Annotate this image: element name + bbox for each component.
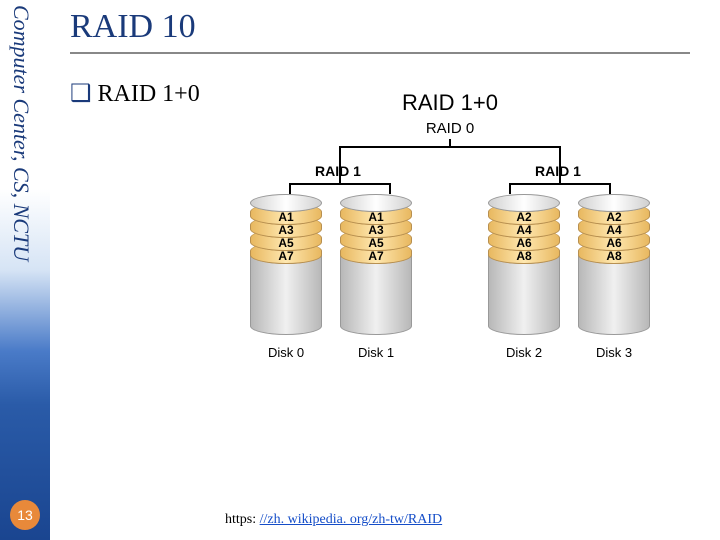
disks-row: A1A3A5A7Disk 0A1A3A5A7Disk 1A2A4A6A8Disk… — [240, 194, 660, 360]
slide-title: RAID 10 — [70, 8, 710, 46]
disk-cylinder: A1A3A5A7 — [250, 194, 322, 335]
raid1-label-left: RAID 1 — [315, 163, 361, 179]
title-underline — [70, 52, 690, 54]
disk-2: A2A4A6A8 Disk 2 — [488, 194, 560, 360]
wikipedia-link[interactable]: //zh. wikipedia. org/zh-tw/RAID — [260, 512, 443, 527]
disk-cylinder: A2A4A6A8 — [578, 194, 650, 335]
disk-label: Disk 0 — [268, 345, 304, 360]
disk-3: A2A4A6A8 Disk 3 — [578, 194, 650, 360]
disk-top-ellipse — [578, 194, 650, 212]
diagram-title: RAID 1+0 — [240, 90, 660, 116]
block-label: A7 — [368, 249, 383, 263]
block-label: A1 — [368, 210, 383, 224]
block-label: A6 — [606, 236, 621, 250]
block-label: A8 — [606, 249, 621, 263]
sidebar: Computer Center, CS, NCTU — [0, 0, 50, 540]
raid0-label: RAID 0 — [240, 120, 660, 137]
page-number: 13 — [10, 500, 40, 530]
block-label: A5 — [368, 236, 383, 250]
disk-label: Disk 2 — [506, 345, 542, 360]
block-label: A2 — [516, 210, 531, 224]
block-label: A5 — [278, 236, 293, 250]
disk-body — [578, 255, 650, 335]
disk-top-ellipse — [250, 194, 322, 212]
disk-label: Disk 3 — [596, 345, 632, 360]
block-label: A3 — [368, 223, 383, 237]
bracket-svg — [240, 139, 660, 194]
block-label: A8 — [516, 249, 531, 263]
block-label: A4 — [516, 223, 531, 237]
sidebar-text: Computer Center, CS, NCTU — [8, 5, 34, 261]
block-label: A7 — [278, 249, 293, 263]
source-link: https: //zh. wikipedia. org/zh-tw/RAID — [225, 512, 442, 528]
bracket-area: RAID 1 RAID 1 — [240, 139, 660, 194]
block-label: A2 — [606, 210, 621, 224]
block-label: A6 — [516, 236, 531, 250]
disk-body — [488, 255, 560, 335]
disk-1: A1A3A5A7 Disk 1 — [340, 194, 412, 360]
disk-body — [340, 255, 412, 335]
disk-0: A1A3A5A7 Disk 0 — [250, 194, 322, 360]
disk-body — [250, 255, 322, 335]
disk-top-ellipse — [340, 194, 412, 212]
disk-label: Disk 1 — [358, 345, 394, 360]
block-label: A3 — [278, 223, 293, 237]
raid1-label-right: RAID 1 — [535, 163, 581, 179]
link-prefix: https: — [225, 512, 260, 527]
disk-cylinder: A1A3A5A7 — [340, 194, 412, 335]
disk-top-ellipse — [488, 194, 560, 212]
disk-cylinder: A2A4A6A8 — [488, 194, 560, 335]
raid-diagram: RAID 1+0 RAID 0 RAID 1 RAID 1 A1A3A5A7Di… — [240, 90, 660, 360]
block-label: A4 — [606, 223, 621, 237]
block-label: A1 — [278, 210, 293, 224]
